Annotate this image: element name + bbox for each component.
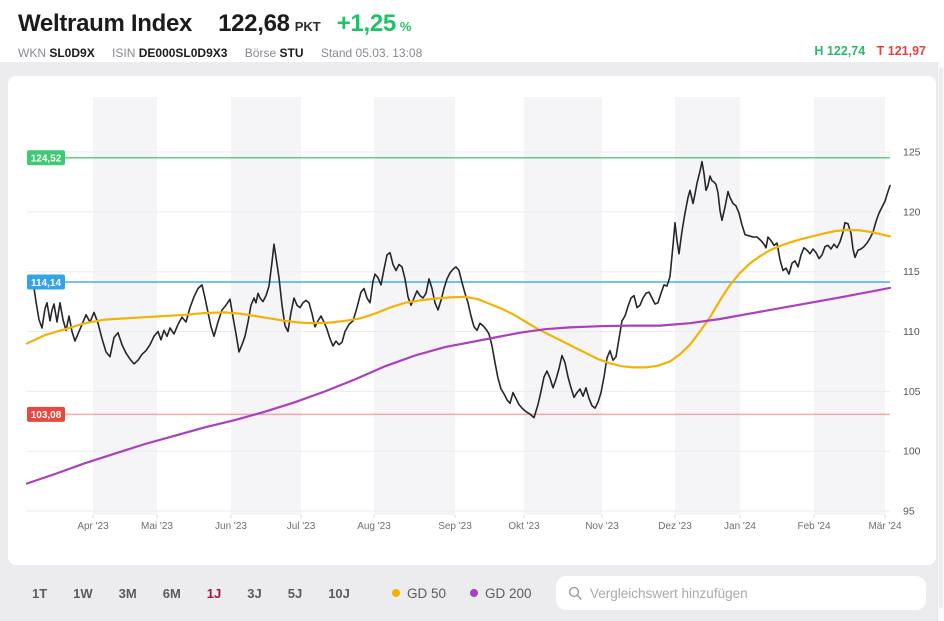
change-value: +1,25 [336,10,397,37]
chart-toolbar: 1T 1W 3M 6M 1J 3J 5J 10J GD 50 GD 200 [0,565,944,621]
meta-stand: Stand 05.03. 13:08 [320,46,423,60]
svg-text:95: 95 [903,506,915,518]
meta-wkn: WKN SL0D9X [18,46,95,60]
svg-text:110: 110 [903,326,920,338]
svg-text:Sep '23: Sep '23 [438,521,472,532]
legend-gd200[interactable]: GD 200 [470,586,532,601]
chart-card: 125 120 115 110 105 100 95 Apr '23 Mai '23 Jun '2… [8,76,936,565]
legend-dot-icon [392,589,400,597]
range-1w[interactable]: 1W [65,580,101,607]
reference-labels: 124,52 114,14 103,08 [27,150,65,422]
price-value: 122,68 [218,10,290,37]
svg-text:124,52: 124,52 [31,154,62,165]
svg-text:103,08: 103,08 [31,410,62,421]
series-gd-200 [25,286,892,485]
svg-text:Aug '23: Aug '23 [357,521,391,532]
page-title: Weltraum Index [18,10,193,37]
svg-text:Jan '24: Jan '24 [724,521,756,532]
range-3j[interactable]: 3J [239,580,269,607]
svg-text:100: 100 [903,446,921,458]
svg-text:115: 115 [903,266,920,278]
range-10j[interactable]: 10J [320,580,358,607]
scrollbar-thumb[interactable] [939,68,943,608]
current-price: 122,68 PKT [218,10,321,38]
range-1j[interactable]: 1J [199,580,229,607]
svg-text:Nov '23: Nov '23 [585,521,619,532]
range-5j[interactable]: 5J [280,580,310,607]
svg-text:Dez '23: Dez '23 [658,521,692,532]
svg-text:Jun '23: Jun '23 [215,521,247,532]
compare-search[interactable] [556,576,926,610]
svg-text:Mai '23: Mai '23 [141,521,173,532]
x-axis: Apr '23 Mai '23 Jun '23 Jul '23 Aug '23 Sep '… [77,515,902,532]
legend-dot-icon [470,589,479,597]
search-icon [568,586,582,600]
title-row: Weltraum Index 122,68 PKT +1,25 % [18,10,411,38]
price-chart[interactable]: 125 120 115 110 105 100 95 Apr '23 Mai '23 Jun '2… [8,76,936,565]
svg-text:Feb '24: Feb '24 [797,521,830,532]
svg-text:Apr '23: Apr '23 [77,521,109,532]
range-3m[interactable]: 3M [111,580,145,607]
range-1t[interactable]: 1T [24,580,55,607]
svg-text:Okt '23: Okt '23 [508,521,540,532]
svg-text:114,14: 114,14 [31,278,61,289]
day-low: T 121,97 [876,44,926,58]
meta-boerse: Börse STU [244,46,304,60]
month-bands [93,97,885,515]
series-weltraum-index [29,160,891,419]
change-unit: % [399,19,412,34]
chart-legend: GD 50 GD 200 [392,565,532,621]
svg-text:105: 105 [903,386,921,398]
meta-isin: ISIN DE000SL0D9X3 [112,46,228,60]
price-unit: PKT [294,19,321,34]
range-selector: 1T 1W 3M 6M 1J 3J 5J 10J [24,565,358,621]
header: Weltraum Index 122,68 PKT +1,25 % WKN SL… [0,0,944,62]
day-high: H 122,74 [814,44,866,58]
scrollbar[interactable] [937,62,944,621]
y-grid: 125 120 115 110 105 100 95 [27,147,921,518]
high-low: H 122,74 T 121,97 [814,44,926,58]
svg-text:Mär '24: Mär '24 [868,521,901,532]
svg-text:120: 120 [903,206,921,218]
range-6m[interactable]: 6M [155,580,189,607]
instrument-meta: WKN SL0D9X ISIN DE000SL0D9X3 Börse STU S… [18,46,436,60]
svg-text:Jul '23: Jul '23 [287,521,316,532]
compare-search-input[interactable] [590,585,914,601]
legend-gd50[interactable]: GD 50 [392,586,446,601]
reference-lines [27,157,890,416]
price-change: +1,25 % [337,10,412,38]
svg-text:125: 125 [903,147,921,159]
